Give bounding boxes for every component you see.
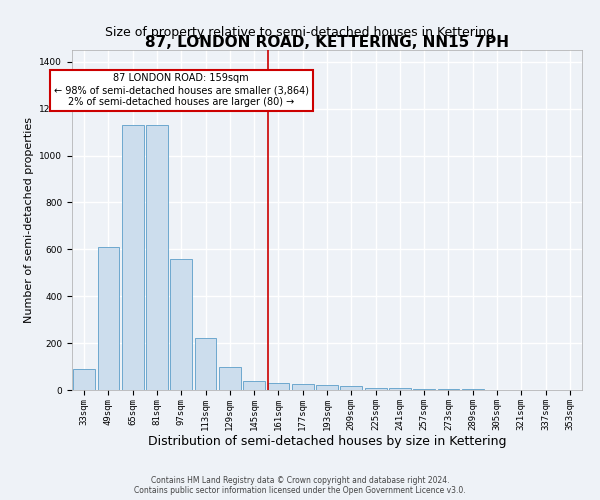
Bar bbox=[292, 384, 314, 390]
Bar bbox=[389, 388, 411, 390]
Text: Contains HM Land Registry data © Crown copyright and database right 2024.
Contai: Contains HM Land Registry data © Crown c… bbox=[134, 476, 466, 495]
Text: 87 LONDON ROAD: 159sqm
← 98% of semi-detached houses are smaller (3,864)
2% of s: 87 LONDON ROAD: 159sqm ← 98% of semi-det… bbox=[54, 74, 309, 106]
X-axis label: Distribution of semi-detached houses by size in Kettering: Distribution of semi-detached houses by … bbox=[148, 436, 506, 448]
Bar bbox=[73, 369, 95, 390]
Bar bbox=[365, 388, 386, 390]
Bar bbox=[146, 125, 168, 390]
Bar bbox=[268, 383, 289, 390]
Bar bbox=[97, 247, 119, 390]
Title: 87, LONDON ROAD, KETTERING, NN15 7PH: 87, LONDON ROAD, KETTERING, NN15 7PH bbox=[145, 35, 509, 50]
Bar bbox=[340, 386, 362, 390]
Bar bbox=[437, 389, 460, 390]
Bar bbox=[122, 125, 143, 390]
Bar bbox=[243, 380, 265, 390]
Text: Size of property relative to semi-detached houses in Kettering: Size of property relative to semi-detach… bbox=[106, 26, 494, 39]
Bar bbox=[194, 338, 217, 390]
Bar bbox=[170, 258, 192, 390]
Bar bbox=[413, 389, 435, 390]
Bar bbox=[219, 366, 241, 390]
Y-axis label: Number of semi-detached properties: Number of semi-detached properties bbox=[24, 117, 34, 323]
Bar bbox=[316, 386, 338, 390]
